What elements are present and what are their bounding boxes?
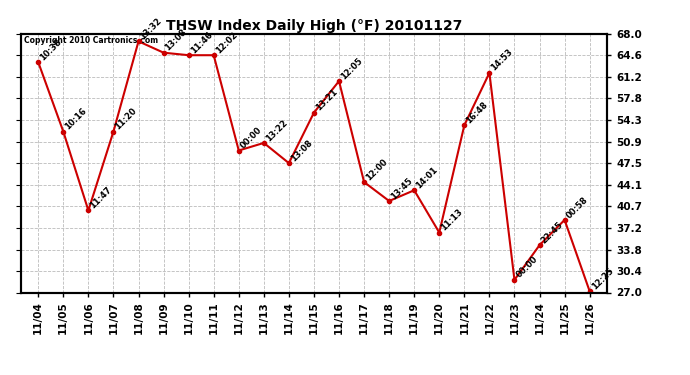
Text: 22:45: 22:45 xyxy=(540,220,565,245)
Text: 00:00: 00:00 xyxy=(239,126,264,150)
Title: THSW Index Daily High (°F) 20101127: THSW Index Daily High (°F) 20101127 xyxy=(166,19,462,33)
Text: 14:01: 14:01 xyxy=(414,165,440,190)
Text: Copyright 2010 Cartronics.com: Copyright 2010 Cartronics.com xyxy=(23,36,158,45)
Text: 11:46: 11:46 xyxy=(188,30,214,55)
Text: 11:47: 11:47 xyxy=(88,185,114,210)
Text: 10:38: 10:38 xyxy=(38,37,63,62)
Text: 13:21: 13:21 xyxy=(314,87,339,112)
Text: 13:22: 13:22 xyxy=(264,118,289,143)
Text: 12:00: 12:00 xyxy=(364,157,389,182)
Text: 11:20: 11:20 xyxy=(113,106,139,132)
Text: 12:02: 12:02 xyxy=(214,30,239,55)
Text: 12:05: 12:05 xyxy=(339,56,364,81)
Text: 10:16: 10:16 xyxy=(63,106,88,132)
Text: 13:08: 13:08 xyxy=(164,28,188,53)
Text: 00:58: 00:58 xyxy=(564,195,590,220)
Text: 00:00: 00:00 xyxy=(515,255,540,280)
Text: 13:45: 13:45 xyxy=(389,176,415,201)
Text: 16:48: 16:48 xyxy=(464,100,490,125)
Text: 14:53: 14:53 xyxy=(489,48,515,73)
Text: 12:25: 12:25 xyxy=(590,266,615,291)
Text: 11:13: 11:13 xyxy=(440,207,464,232)
Text: 13:08: 13:08 xyxy=(289,138,314,163)
Text: 13:32: 13:32 xyxy=(139,16,164,41)
